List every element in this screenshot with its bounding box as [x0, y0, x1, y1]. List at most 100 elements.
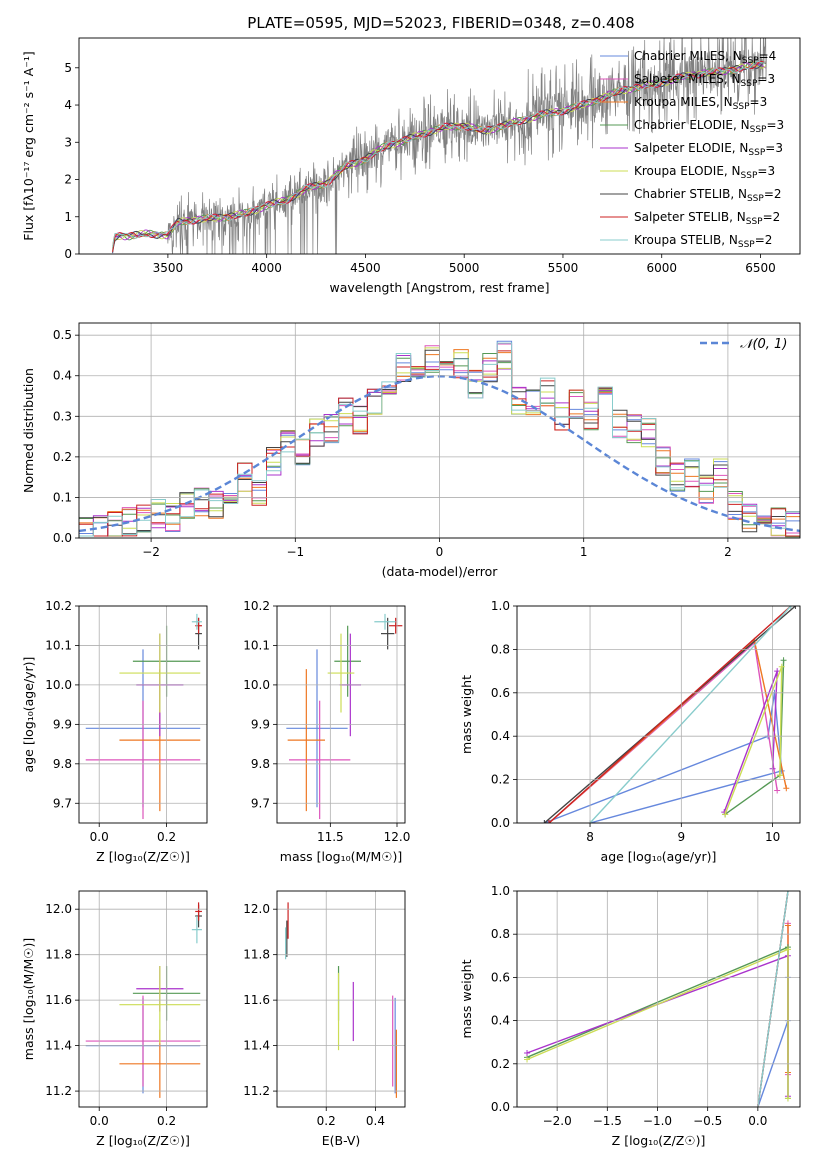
legend-nssp: =3 [766, 118, 784, 132]
y-tick-label: 11.6 [45, 993, 72, 1007]
x-tick-label: −1 [286, 545, 304, 559]
y-axis-label: age [log₁₀(age/yr)] [21, 657, 36, 773]
legend-subscript: SSP [750, 125, 767, 135]
legend-label: Salpeter MILES, N [634, 72, 741, 86]
mass-weight-marker [774, 668, 781, 675]
mass-weight-marker [524, 1056, 531, 1063]
legend-subscript: SSP [741, 79, 758, 89]
x-tick-label: 12.0 [384, 830, 411, 844]
y-tick-label: 0.2 [491, 1057, 510, 1071]
y-tick-label: 0.0 [491, 1100, 510, 1114]
axes-frame [516, 890, 801, 1108]
x-tick-label: −2.0 [543, 1114, 572, 1128]
y-tick-label: 11.2 [243, 1084, 270, 1098]
y-tick-label: 10.0 [243, 678, 270, 692]
y-axis-label: mass weight [459, 959, 474, 1038]
y-tick-label: 2 [64, 173, 72, 187]
panel-spectrum: 3500 4000 4500 5000 5500 6000 6500 0 1 2 3 4 5 wavele… [21, 37, 801, 295]
y-tick-label: 0.1 [53, 490, 72, 504]
legend-subscript: SSP [733, 102, 750, 112]
panel-age_vs_Z: 0.0 0.2 9.7 9.8 9.9 10.0 10.1 10.2 Z [log₁₀(Z/Z☉… [21, 599, 208, 864]
mass-weight-marker [774, 787, 781, 794]
y-tick-label: 0.8 [491, 642, 510, 656]
y-tick-label: 0.0 [53, 531, 72, 545]
legend-nssp: =2 [764, 187, 782, 201]
x-tick-label: 8 [586, 830, 594, 844]
y-tick-label: 0.6 [491, 970, 510, 984]
model-spectrum-line [112, 63, 766, 252]
mass-weight-marker [780, 657, 787, 664]
legend-entry: Chabrier ELODIE, NSSP=3 [634, 118, 784, 135]
y-tick-label: 9.8 [251, 757, 270, 771]
panel-mass_vs_ebv: 0.2 0.4 11.2 11.4 11.6 11.8 12.0 E(B-V) [243, 890, 406, 1148]
mass-weight-marker [524, 1050, 531, 1056]
x-tick-label: 5500 [548, 261, 579, 275]
y-tick-label: 0.6 [491, 686, 510, 700]
plot-area-age_vs_Z [85, 613, 202, 820]
y-tick-label: 9.8 [53, 757, 72, 771]
y-axis-label: Normed distribution [21, 368, 36, 493]
y-tick-label: 11.4 [243, 1039, 270, 1053]
x-tick-label: 5000 [449, 261, 480, 275]
panel-weight_vs_Z: −2.0 −1.5 −1.0 −0.5 0.0 0.0 0.2 0.4 0.6 0.8 1.0 Z [… [459, 884, 801, 1148]
legend-nssp: =3 [765, 141, 783, 155]
legend-label: Chabrier ELODIE, N [634, 118, 750, 132]
y-tick-label: 0.5 [53, 328, 72, 342]
y-tick-label: 9.7 [251, 796, 270, 810]
legend-label: Chabrier STELIB, N [634, 187, 747, 201]
mass-weight-marker [778, 663, 785, 670]
x-tick-label: 0.0 [90, 1114, 109, 1128]
x-tick-label: 6500 [745, 261, 776, 275]
legend-label: Kroupa ELODIE, N [634, 164, 741, 178]
y-tick-label: 0.2 [491, 773, 510, 787]
y-axis-label: mass weight [459, 675, 474, 754]
y-tick-label: 11.4 [45, 1039, 72, 1053]
legend-nssp: =2 [755, 233, 773, 247]
y-tick-label: 10.2 [243, 599, 270, 613]
mass-weight-line [589, 606, 792, 823]
mass-weight-marker [784, 1095, 791, 1102]
x-axis-label: Z [log₁₀(Z/Z☉)] [96, 849, 190, 864]
y-tick-label: 0.0 [491, 816, 510, 830]
x-axis-label: age [log₁₀(age/yr)] [601, 849, 717, 864]
y-tick-label: 11.2 [45, 1084, 72, 1098]
plot-area-weight_vs_age [541, 606, 799, 823]
axes-frame [78, 322, 801, 539]
legend-entry: Salpeter ELODIE, NSSP=3 [634, 141, 783, 158]
legend-nssp: =3 [757, 164, 775, 178]
x-axis-label: wavelength [Angstrom, rest frame] [329, 280, 549, 295]
mass-weight-marker [784, 922, 791, 929]
x-tick-label: 0.2 [157, 830, 176, 844]
x-tick-label: 11.5 [317, 830, 344, 844]
legend-subscript: SSP [741, 171, 758, 181]
y-tick-label: 10.1 [45, 638, 72, 652]
legend-label: Chabrier MILES, N [634, 49, 742, 63]
y-tick-label: 9.7 [53, 796, 72, 810]
figure-title: PLATE=0595, MJD=52023, FIBERID=0348, z=0… [247, 14, 634, 32]
panel-residuals: −2 −1 0 1 2 0.0 0.1 0.2 0.3 0.4 0.5 (data-model)/er… [21, 322, 801, 579]
x-axis-label: E(B-V) [322, 1133, 361, 1148]
legend-entry: Chabrier STELIB, NSSP=2 [634, 187, 782, 204]
x-tick-label: −2 [142, 545, 160, 559]
y-tick-label: 1.0 [491, 599, 510, 613]
x-axis-label: mass [log₁₀(M/M☉)] [280, 849, 402, 864]
plot-area-weight_vs_Z [524, 891, 791, 1107]
y-tick-label: 12.0 [243, 902, 270, 916]
y-tick-label: 11.6 [243, 993, 270, 1007]
mass-weight-line [724, 666, 783, 815]
x-tick-label: 0.0 [90, 830, 109, 844]
axes-frame [276, 605, 406, 824]
x-axis-label: Z [log₁₀(Z/Z☉)] [612, 1133, 706, 1148]
y-tick-label: 9.9 [53, 717, 72, 731]
x-tick-label: −1.5 [593, 1114, 622, 1128]
plot-area-spectrum [112, 38, 767, 254]
y-tick-label: 0.3 [53, 409, 72, 423]
legend-entry: Kroupa STELIB, NSSP=2 [634, 233, 772, 250]
mass-weight-line [757, 891, 789, 1107]
x-tick-label: 4500 [350, 261, 381, 275]
mass-weight-marker [722, 811, 729, 818]
y-axis-label: Flux [fλ10⁻¹⁷ erg cm⁻² s⁻¹ A⁻¹] [21, 51, 36, 240]
y-tick-label: 9.9 [251, 717, 270, 731]
